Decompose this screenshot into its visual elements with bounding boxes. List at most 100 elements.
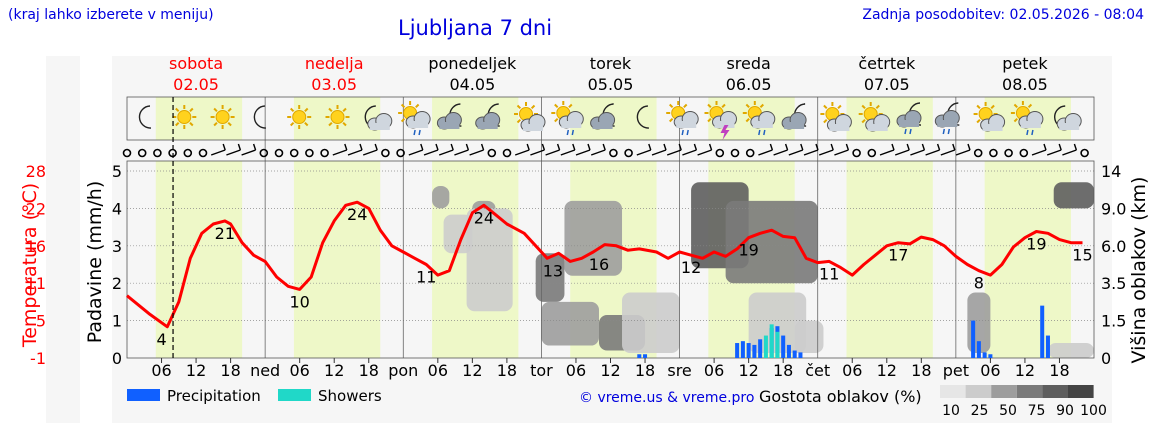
calm-wind-symbol — [715, 148, 725, 158]
sun-ray — [823, 104, 828, 110]
wind-barb — [697, 149, 712, 156]
calm-wind-symbol — [502, 148, 512, 158]
cloud-base — [867, 124, 888, 131]
cloud-base — [752, 121, 773, 128]
wind-barb — [590, 149, 606, 156]
temperature-value-label: 13 — [543, 261, 563, 280]
wind-barb-flag — [815, 143, 819, 151]
day-name: torek — [590, 54, 632, 73]
rain-drop — [1031, 129, 1034, 136]
precip-bar — [752, 344, 757, 358]
day-name: sobota — [169, 54, 223, 73]
sun-cloud-rain-icon — [1010, 101, 1044, 136]
sun-ray — [175, 107, 180, 113]
sun-cloud-icon — [973, 102, 1006, 132]
wind-barb-flag — [541, 143, 546, 151]
moon-icon — [449, 103, 462, 127]
sun-ray — [189, 121, 194, 127]
wind-barb-flag — [906, 143, 910, 151]
cloud-icon — [367, 113, 393, 131]
wind-barb — [514, 149, 530, 156]
day-date: 04.05 — [449, 75, 495, 94]
rain-drop — [681, 129, 684, 136]
wind-barb — [879, 149, 895, 156]
wind-barb — [955, 149, 971, 156]
precip-tick: 5 — [112, 162, 122, 181]
cloud-density-swatch — [940, 385, 966, 398]
wind-barb — [758, 149, 773, 156]
cloud-base — [982, 124, 1003, 131]
wind-barb — [560, 149, 576, 156]
temperature-value-label: 19 — [1026, 234, 1046, 253]
cloud-density-level: 90 — [1056, 403, 1074, 419]
wind-barb-flag — [602, 143, 606, 151]
rain-drop — [758, 129, 761, 136]
precip-bar — [740, 341, 745, 358]
cloud-icon — [980, 114, 1006, 132]
precip-bar — [1045, 335, 1050, 358]
wind-barb — [454, 149, 469, 156]
temperature-value-label: 15 — [1072, 246, 1092, 265]
sun-ray — [875, 104, 880, 110]
hour-tick-label: 18 — [359, 361, 379, 380]
sun-ray — [189, 107, 194, 113]
credit-link[interactable]: © vreme.us & vreme.pro — [579, 390, 754, 406]
wind-barb-flag — [237, 143, 242, 151]
wind-barb — [438, 149, 454, 156]
sun-disc — [330, 110, 345, 124]
rain-drop — [418, 129, 421, 136]
day-name: petek — [1002, 54, 1048, 73]
hour-tick-label: 06 — [289, 361, 309, 380]
sun-ray — [707, 117, 712, 123]
sun-ray — [745, 103, 750, 109]
moon-cloud-icon — [364, 105, 393, 131]
cloud-height-tick: 0 — [1101, 349, 1111, 368]
cloud-base — [784, 122, 805, 129]
sun-ray — [227, 121, 232, 127]
region-note[interactable]: (kraj lahko izberete v meniju) — [8, 7, 214, 23]
precip-bar — [792, 350, 797, 358]
last-update: Zadnja posodobitev: 02.05.2026 - 08:04 — [862, 7, 1144, 23]
sun-ray — [213, 107, 218, 113]
calm-wind-symbol — [320, 148, 329, 158]
cloud-base — [439, 122, 460, 129]
cloud-block — [748, 292, 807, 354]
moon-icon — [793, 103, 807, 127]
wind-barb — [940, 149, 956, 156]
day-date: 05.05 — [588, 75, 634, 94]
cloud-density-swatch — [1016, 385, 1043, 398]
wind-barb-flag — [891, 143, 895, 151]
temperature-value-label: 11 — [819, 264, 839, 283]
sun-ray — [227, 107, 232, 113]
cloud-base — [829, 124, 850, 131]
cloud-moon-icon — [590, 103, 616, 130]
sun-ray — [837, 104, 842, 110]
precip-tick: 4 — [112, 199, 122, 218]
sun-ray — [1013, 117, 1018, 123]
showers-swatch — [278, 389, 311, 401]
temperature-tick: 22 — [26, 199, 46, 218]
temperature-labels: 4 21 10 24 11 24 13 16 12 19 11 17 8 19 15 — [156, 205, 1092, 349]
temperature-line — [126, 200, 1083, 329]
calm-wind-symbol — [989, 148, 998, 158]
cloud-base — [714, 121, 735, 128]
day-date: 06.05 — [726, 75, 772, 94]
temperature-tick: 5 — [36, 312, 46, 331]
temperature-value-label: 24 — [474, 208, 494, 227]
cloud-height-tick: 3.5 — [1101, 274, 1126, 293]
calm-wind-symbol — [289, 148, 299, 158]
cloud-icon — [865, 114, 891, 132]
wind-barb — [347, 149, 363, 156]
cloud-block — [794, 320, 824, 354]
legend: Precipitation Showers © vreme.us & vreme.p… — [127, 385, 1107, 419]
wind-barb-flag — [252, 143, 257, 151]
cloud-density-level: 25 — [971, 403, 989, 419]
calm-wind-symbol — [624, 148, 633, 158]
hour-tick-label: 06 — [980, 361, 1000, 380]
rain-drop — [571, 129, 575, 136]
wind-barb-flag — [480, 143, 485, 151]
sun-ray — [175, 121, 180, 127]
cloud-height-tick: 14 — [1101, 162, 1121, 181]
precip-bar — [781, 335, 786, 358]
calm-wind-symbol — [730, 148, 740, 158]
